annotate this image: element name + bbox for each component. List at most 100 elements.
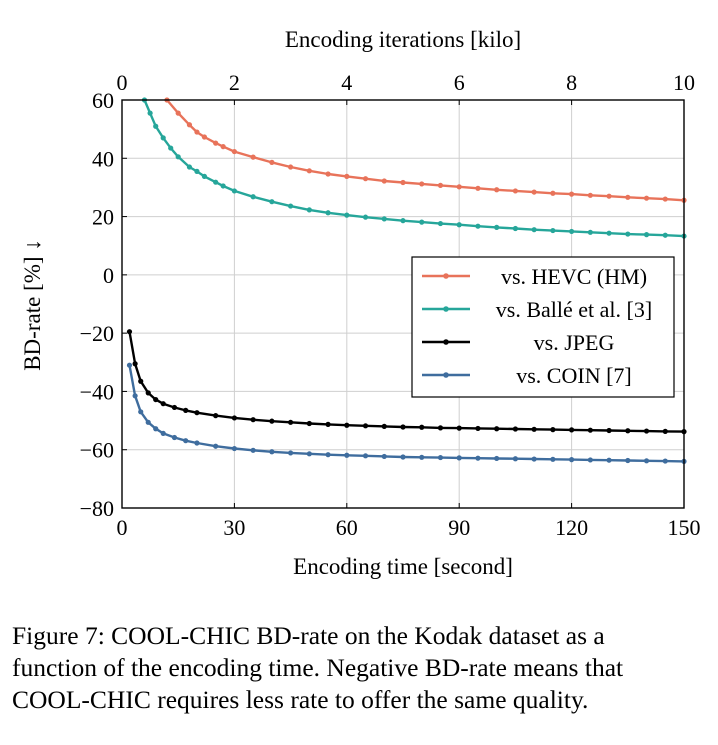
data-point	[153, 426, 159, 432]
data-point	[175, 154, 181, 160]
data-point	[171, 434, 178, 441]
data-point	[625, 231, 631, 237]
data-point	[606, 193, 612, 199]
data-point	[153, 396, 159, 403]
data-point	[325, 171, 331, 177]
data-point	[325, 210, 331, 216]
data-point	[494, 187, 500, 193]
data-point	[437, 425, 444, 431]
data-point	[269, 418, 275, 424]
data-point	[160, 401, 166, 407]
data-point	[400, 218, 406, 224]
data-point	[531, 426, 537, 432]
data-point	[456, 222, 462, 228]
data-point	[213, 443, 219, 449]
legend-label: vs. COIN [7]	[516, 363, 632, 388]
data-point	[145, 419, 151, 425]
data-point	[512, 426, 519, 432]
data-point	[145, 390, 151, 396]
series-line	[143, 99, 685, 238]
data-point	[250, 154, 256, 160]
data-point	[160, 430, 166, 436]
legend-label: vs. Ballé et al. [3]	[496, 297, 652, 322]
data-point	[306, 451, 312, 457]
data-point	[132, 393, 138, 399]
data-point	[362, 214, 369, 220]
data-point	[419, 181, 425, 187]
data-point	[494, 426, 500, 432]
data-point	[550, 427, 556, 433]
data-point	[220, 183, 226, 189]
data-point	[662, 458, 668, 464]
data-point	[250, 417, 256, 423]
y-tick-label: 40	[92, 146, 114, 171]
data-point	[132, 361, 138, 367]
y-axis-label: BD-rate [%] ↓	[20, 239, 45, 371]
y-tick-label: 60	[92, 88, 114, 113]
data-point	[201, 173, 208, 179]
data-point	[475, 425, 481, 432]
data-point	[456, 425, 462, 431]
data-point	[160, 135, 166, 141]
y-tick-label: −20	[80, 321, 114, 346]
data-point	[625, 428, 631, 434]
data-point	[138, 378, 144, 384]
data-point	[231, 148, 237, 155]
data-point	[419, 454, 425, 460]
data-point	[344, 422, 350, 428]
x-tick-label: 150	[668, 515, 701, 540]
data-point	[186, 122, 193, 128]
legend-swatch-marker	[443, 339, 449, 345]
ticks: 0 30 60 90 120 150 0 2 4 6 8 10 −80 −60 −40 −20 0 20 40 60	[80, 70, 701, 540]
legend-swatch-marker	[443, 306, 449, 312]
data-point	[531, 189, 537, 195]
caption-line-1: Figure 7: COOL-CHIC BD-rate on the Kodak…	[12, 621, 605, 650]
data-point	[231, 188, 237, 194]
data-point	[381, 423, 387, 429]
data-point	[288, 450, 294, 456]
legend-swatch-marker	[443, 372, 449, 378]
data-point	[168, 145, 174, 151]
data-point	[381, 178, 387, 184]
data-point	[250, 447, 256, 453]
data-point	[183, 407, 189, 413]
y-tick-label: 20	[92, 205, 114, 230]
caption-line-3: COOL-CHIC requires less rate to offer th…	[12, 685, 589, 714]
data-point	[381, 453, 387, 460]
data-point	[171, 404, 178, 411]
data-point	[325, 452, 331, 458]
x2-tick-label: 0	[117, 70, 128, 95]
series-3	[126, 329, 687, 435]
data-point	[306, 168, 312, 174]
y-tick-label: −80	[80, 496, 114, 521]
data-point	[381, 216, 387, 222]
data-point	[400, 424, 406, 430]
data-point	[550, 227, 556, 234]
series-layer	[126, 97, 687, 464]
data-point	[662, 428, 668, 434]
data-point	[643, 458, 650, 464]
x-tick-label: 30	[223, 515, 245, 540]
data-point	[569, 191, 575, 197]
data-point	[306, 207, 312, 213]
data-point	[569, 228, 575, 235]
data-point	[201, 134, 208, 140]
data-point	[269, 199, 275, 205]
data-point	[419, 219, 425, 225]
data-point	[269, 449, 275, 455]
data-point	[126, 362, 133, 368]
legend: vs. HEVC (HM) vs. Ballé et al. [3] vs. JPE…	[411, 256, 675, 398]
y-tick-label: −40	[80, 379, 114, 404]
data-point	[643, 428, 650, 434]
data-point	[550, 190, 556, 196]
y-tick-label: −60	[80, 438, 114, 463]
data-point	[475, 185, 481, 191]
data-point	[643, 232, 650, 238]
data-point	[400, 454, 406, 460]
x-tick-label: 60	[336, 515, 358, 540]
data-point	[587, 229, 593, 235]
data-point	[153, 123, 159, 129]
data-point	[231, 415, 237, 421]
x-tick-label: 120	[555, 515, 588, 540]
data-point	[494, 224, 500, 230]
